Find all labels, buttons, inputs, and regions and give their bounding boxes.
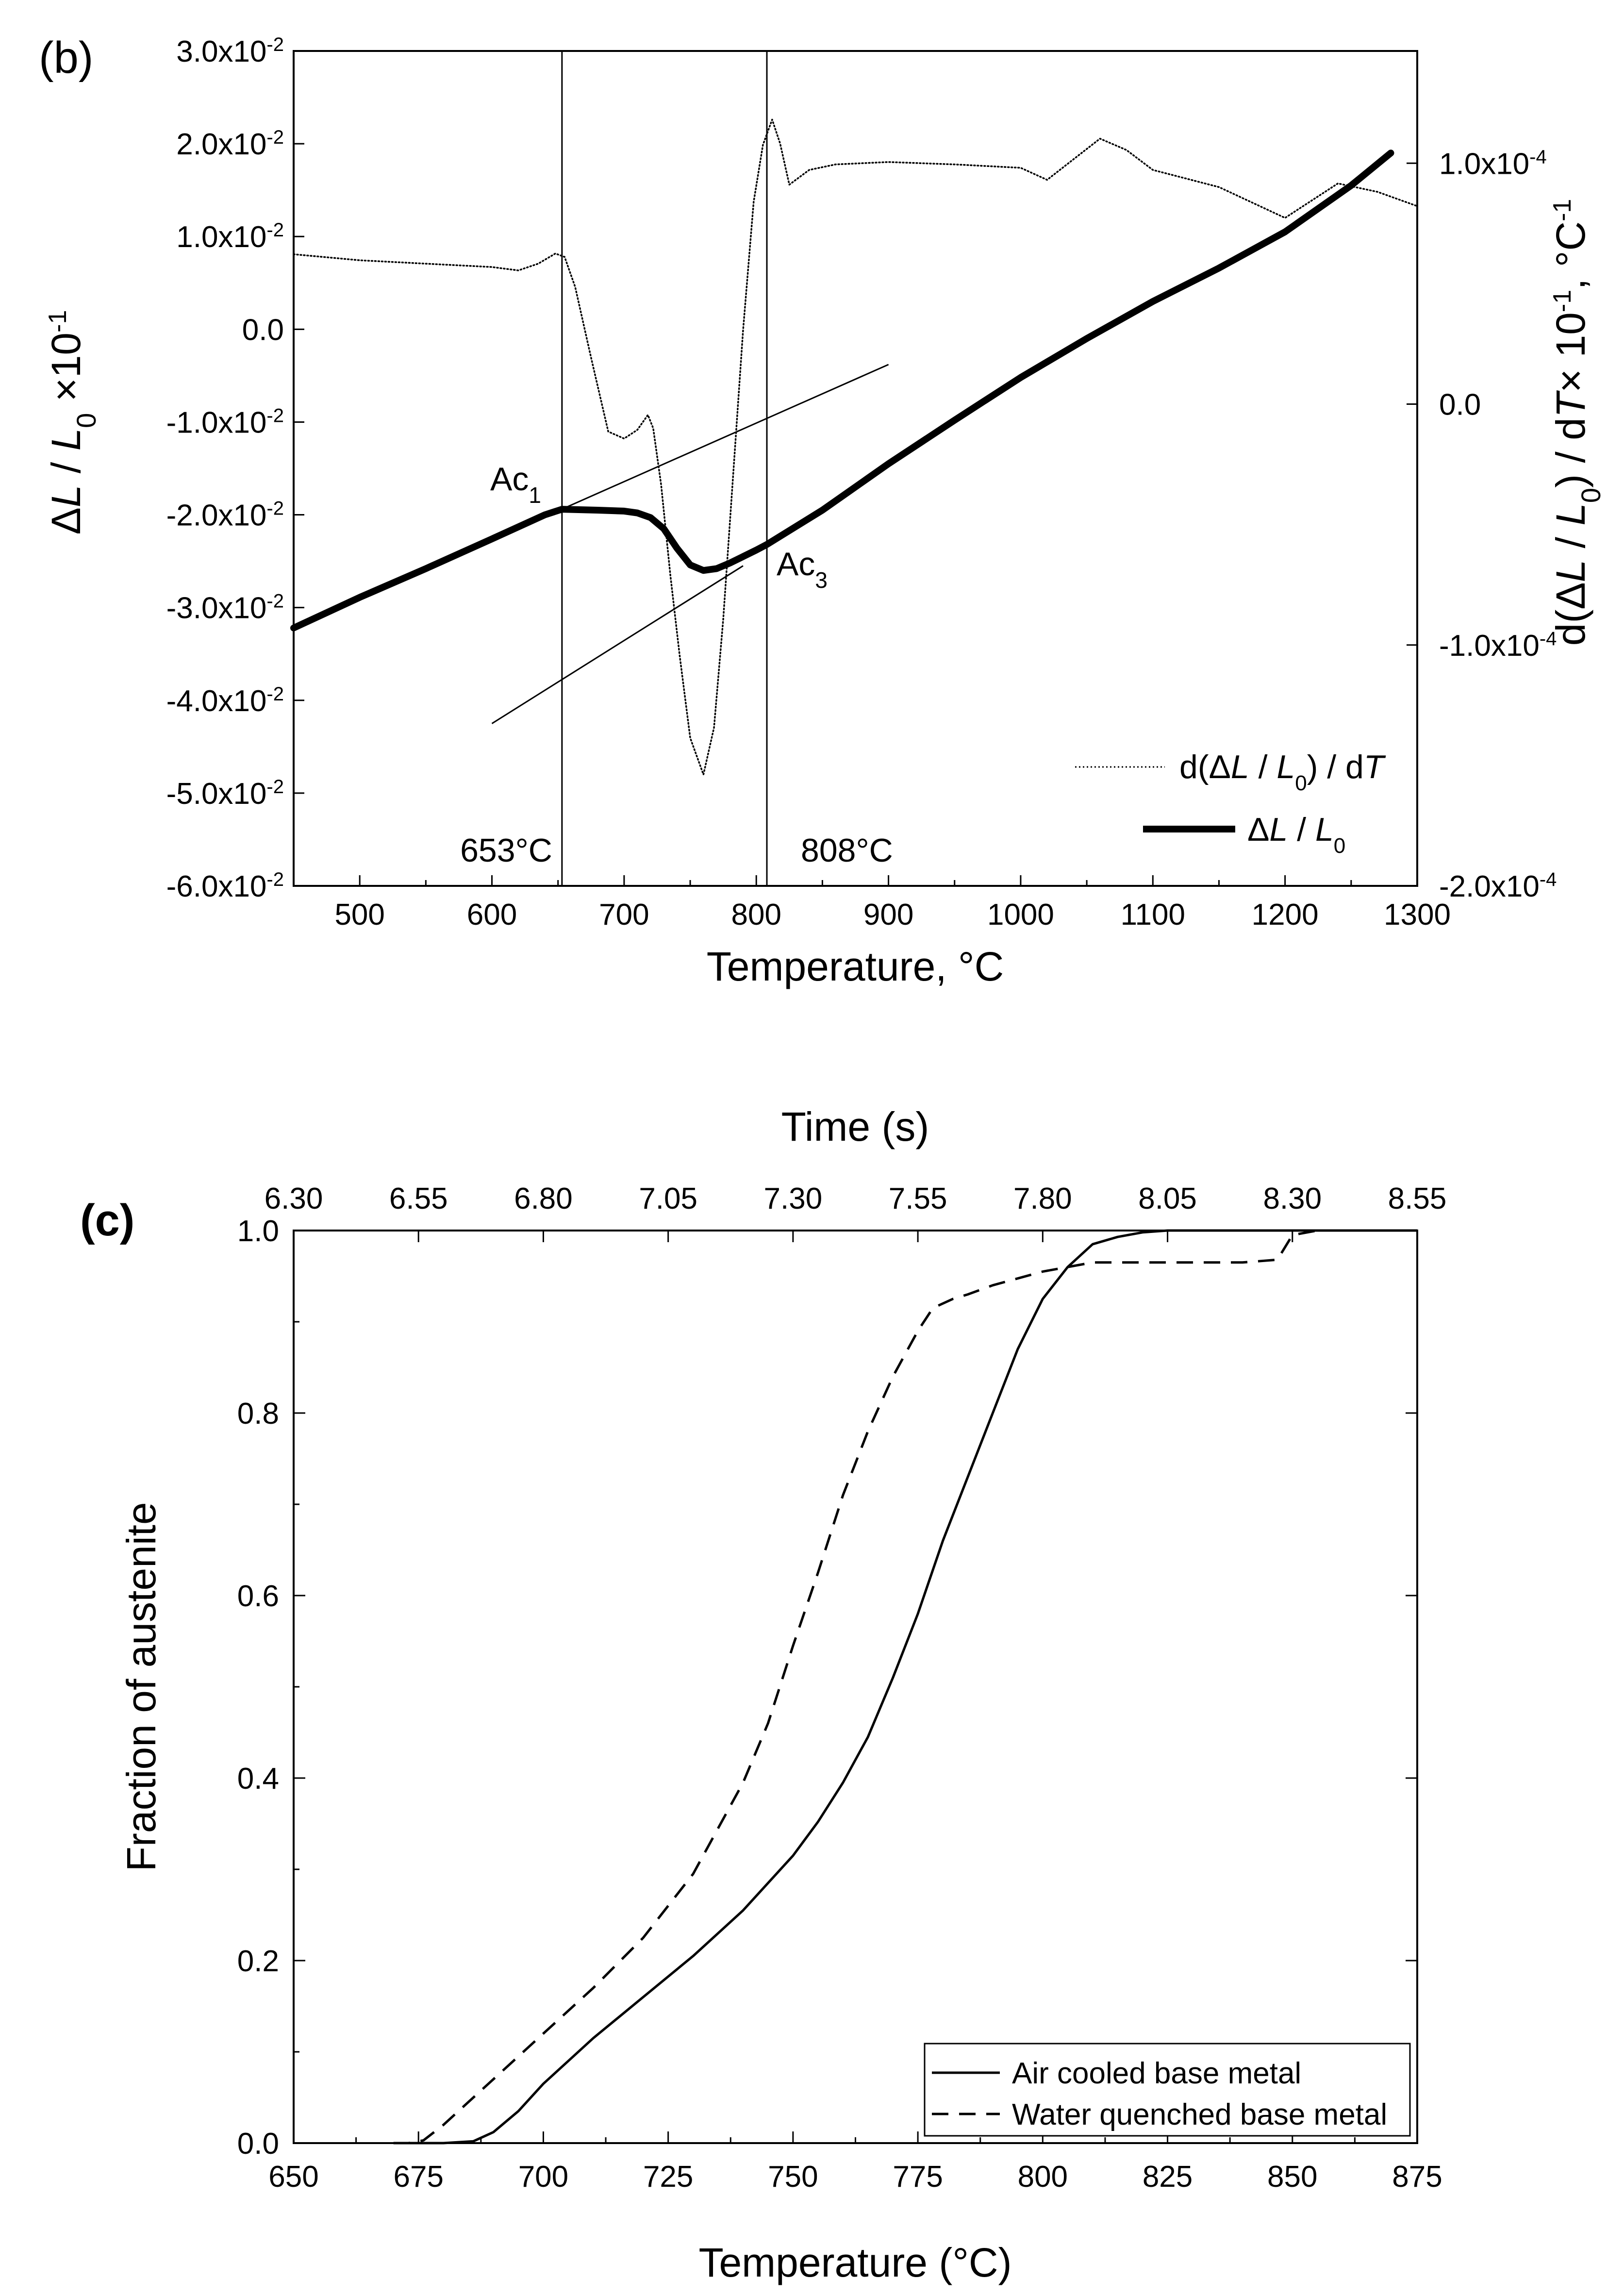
chart-c-legend: Air cooled base metal Water quenched bas… [924,2043,1411,2137]
y-tick-label: 0.0 [237,2127,279,2161]
air-cooled-series-line [393,1229,1417,2145]
chart-c-top-x-ticks: 6.30 6.55 6.80 7.05 7.30 7.55 7.80 8.05 8.30 8.55 [265,1182,1447,1242]
chart-c-top-x-axis-label: Time (s) [781,1104,929,1149]
x-tick-label: 1200 [1252,898,1319,932]
chart-b-y-left-ticks: 3.0x10-2 2.0x10-2 1.0x10-2 0.0 -1.0x10-2 -2.0… [166,34,304,903]
chart-b-tangent-lines [293,364,889,724]
annotation-ac3: Ac3 [777,546,828,593]
x-tick-label: 600 [467,898,517,932]
legend-water-quenched-label: Water quenched base metal [1012,2098,1387,2131]
y-left-tick-label: -3.0x10-2 [166,591,284,625]
chart-c-plot-frame [293,1230,1418,2144]
x-tick-label: 750 [768,2160,818,2194]
y-left-tick-label: 2.0x10-2 [176,127,284,161]
chart-b-y-right-ticks: 1.0x10-4 0.0 -1.0x10-4 -2.0x10-4 [1407,146,1557,903]
x-tick-label: 700 [518,2160,568,2194]
top-x-tick-label: 6.30 [265,1182,323,1215]
tangent-line [491,565,744,724]
chart-c-x-ticks: 650 675 700 725 750 775 800 825 850 875 [268,2131,1442,2194]
y-right-tick-label: 0.0 [1439,388,1481,422]
y-tick-label: 0.4 [237,1762,279,1796]
x-tick-label: 800 [1018,2160,1068,2194]
y-right-tick-label: -1.0x10-4 [1439,628,1557,663]
chart-b: 500 600 700 800 900 1000 1100 1200 1300 3.0x10-2… [43,34,1606,989]
x-tick-label: 500 [334,898,384,932]
panel-b-label: (b) [39,33,93,83]
x-tick-label: 700 [599,898,649,932]
x-tick-label: 850 [1267,2160,1317,2194]
water-quenched-series-line [393,1229,1318,2145]
top-x-tick-label: 7.05 [639,1182,697,1215]
y-tick-label: 0.8 [237,1397,279,1431]
y-right-tick-label: 1.0x10-4 [1439,146,1547,181]
y-left-tick-label: 1.0x10-2 [176,219,284,254]
x-tick-label: 775 [893,2160,943,2194]
x-tick-label: 675 [393,2160,443,2194]
y-tick-label: 0.6 [237,1580,279,1613]
top-x-tick-label: 6.55 [389,1182,448,1215]
y-left-tick-label: 0.0 [242,313,284,347]
x-tick-label: 1100 [1121,898,1185,932]
chart-b-y-left-axis-label: ΔL / L0 ×10-1 [43,310,101,535]
chart-b-plot-frame [293,50,1418,887]
legend-air-cooled-label: Air cooled base metal [1012,2057,1301,2090]
top-x-tick-label: 7.55 [889,1182,947,1215]
y-left-tick-label: -6.0x10-2 [166,869,284,903]
top-x-tick-label: 8.55 [1388,1182,1447,1215]
legend-expansion-label: ΔL / L0 [1247,811,1345,858]
top-x-tick-label: 8.05 [1138,1182,1197,1215]
expansion-series-line [290,150,1394,632]
chart-c-y-ticks: 0.0 0.2 0.4 0.6 0.8 1.0 [237,1215,1417,2161]
top-x-tick-label: 7.30 [764,1182,823,1215]
chart-b-series [290,118,1418,776]
chart-b-vertical-lines: 653°C 808°C [460,51,893,886]
x-tick-label: 825 [1143,2160,1193,2194]
y-tick-label: 0.2 [237,1945,279,1978]
top-x-tick-label: 7.80 [1013,1182,1072,1215]
chart-c-series [393,1229,1417,2145]
chart-c: 650 675 700 725 750 775 800 825 850 875 6.30 6.55 6… [118,1104,1446,2285]
x-tick-label: 900 [863,898,913,932]
y-left-tick-label: 3.0x10-2 [176,34,284,68]
y-left-tick-label: -1.0x10-2 [166,405,284,439]
top-x-tick-label: 8.30 [1263,1182,1322,1215]
chart-b-x-axis-label: Temperature, °C [707,944,1004,989]
y-tick-label: 1.0 [237,1215,279,1248]
legend-derivative-label: d(ΔL / L0) / dT [1179,749,1386,795]
chart-c-y-axis-label: Fraction of austenite [118,1502,164,1871]
y-right-tick-label: -2.0x10-4 [1439,869,1557,903]
chart-c-x-axis-label: Temperature (°C) [698,2240,1011,2285]
annotation-ac1: Ac1 [490,461,541,508]
chart-b-x-ticks: 500 600 700 800 900 1000 1100 1200 1300 [293,875,1451,932]
x-tick-label: 725 [643,2160,693,2194]
chart-b-legend: d(ΔL / L0) / dT ΔL / L0 [1075,749,1386,858]
panel-c-label: (c) [80,1196,134,1245]
transition-label: 653°C [460,832,552,869]
x-tick-label: 1300 [1384,898,1451,932]
derivative-series-line [293,118,1418,776]
x-tick-label: 800 [731,898,781,932]
y-left-tick-label: -4.0x10-2 [166,683,284,718]
x-tick-label: 1000 [987,898,1054,932]
y-left-tick-label: -5.0x10-2 [166,776,284,811]
y-left-tick-label: -2.0x10-2 [166,498,284,532]
chart-c-legend-box [924,2043,1411,2137]
x-tick-label: 875 [1392,2160,1442,2194]
x-tick-label: 650 [268,2160,318,2194]
top-x-tick-label: 6.80 [514,1182,573,1215]
transition-label: 808°C [801,832,893,869]
chart-b-y-right-axis-label: d(ΔL / L0) / dT× 10-1, °C-1 [1548,199,1606,646]
